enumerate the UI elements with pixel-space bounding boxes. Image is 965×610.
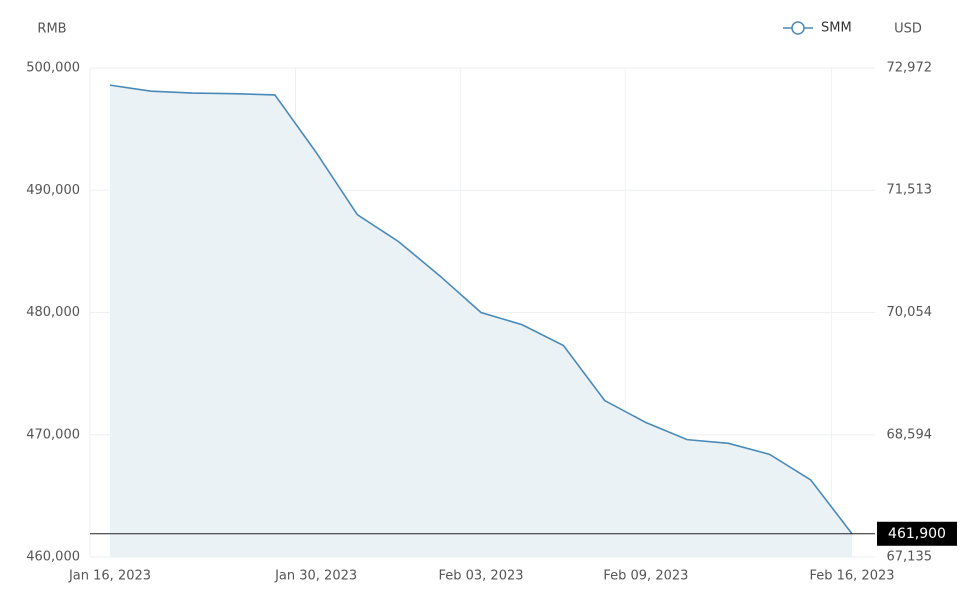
- area: [110, 85, 852, 558]
- y-tick-label: 480,000: [26, 305, 80, 320]
- legend-label: SMM: [821, 21, 852, 36]
- y2-tick-label: 70,054: [887, 305, 933, 320]
- y-tick-label: 490,000: [26, 183, 80, 198]
- value-label: 461,900: [888, 526, 946, 542]
- line: [109, 84, 853, 535]
- value-label-box: [877, 521, 957, 546]
- y-tick-label: 460,000: [26, 550, 80, 565]
- x-tick-label: Jan 30, 2023: [274, 569, 357, 584]
- x-tick-label: Feb 16, 2023: [809, 569, 894, 584]
- x-tick-label: Feb 09, 2023: [603, 569, 688, 584]
- y2-tick-label: 72,972: [887, 61, 933, 76]
- y2-tick-label: 71,513: [887, 183, 933, 198]
- legend-marker: [791, 21, 805, 35]
- y2-tick-label: 68,594: [887, 427, 933, 442]
- x-tick-label: Jan 16, 2023: [68, 569, 151, 584]
- y-tick-label: 500,000: [26, 61, 80, 76]
- y-tick-label: 470,000: [26, 427, 80, 442]
- y2-axis-label: USD: [894, 22, 922, 37]
- x-tick-label: Feb 03, 2023: [438, 569, 523, 584]
- y-axis-label: RMB: [37, 22, 66, 37]
- y2-tick-label: 67,135: [887, 550, 933, 565]
